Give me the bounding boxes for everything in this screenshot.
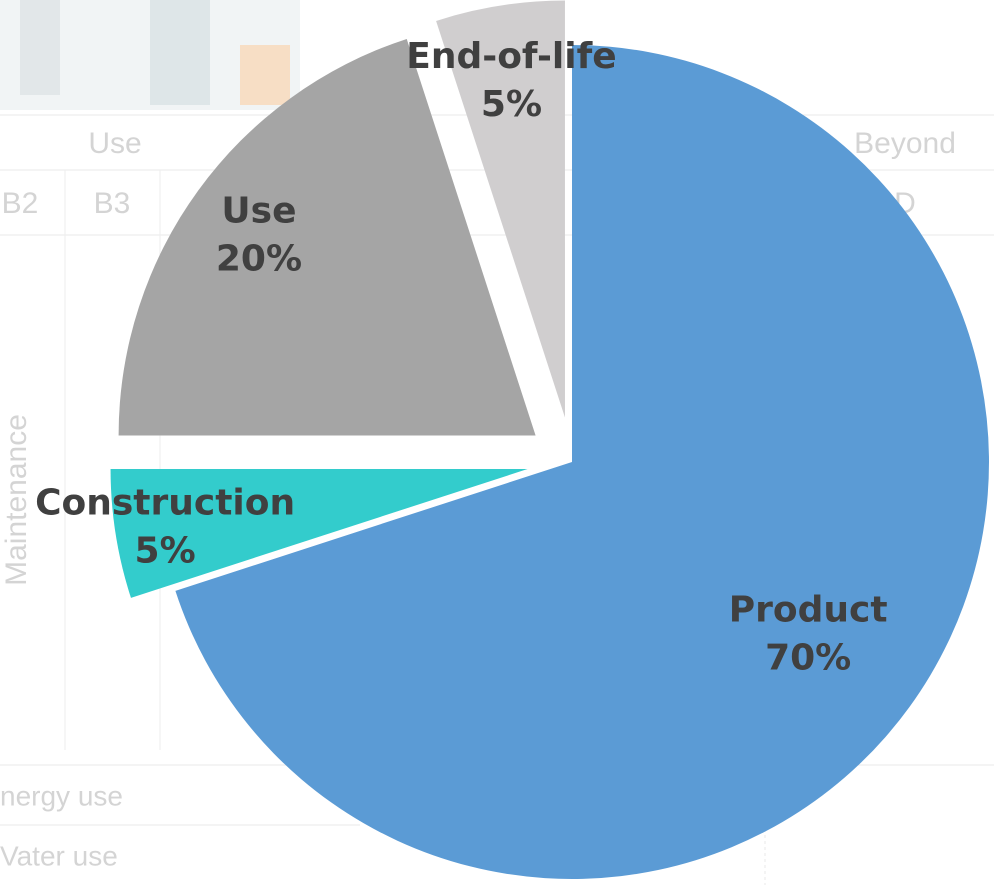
bg-text: B3	[94, 187, 131, 220]
slice-label: End-of-life	[406, 36, 616, 77]
bg-text: Beyond	[854, 127, 956, 160]
value-label: 5%	[135, 530, 196, 571]
value-label: 5%	[481, 84, 542, 125]
bg-text: Maintenance	[0, 414, 33, 586]
slice-label: Product	[729, 590, 888, 631]
value-label: 70%	[765, 638, 851, 679]
slice-label: Use	[221, 191, 296, 232]
building	[150, 0, 210, 105]
pie: Product 70% Construction 5% Use 20% End-of-lif…	[35, 1, 989, 879]
chart: Use B2 B3 Beyond D Maintenance nergy use…	[0, 0, 994, 885]
building	[240, 45, 290, 105]
bg-text: Vater use	[0, 840, 118, 871]
bg-text: Use	[88, 127, 141, 160]
slice-label: Construction	[35, 482, 295, 523]
bg-text: B2	[2, 187, 39, 220]
building	[20, 0, 60, 95]
value-label: 20%	[216, 239, 302, 280]
bg-text: nergy use	[0, 780, 123, 811]
